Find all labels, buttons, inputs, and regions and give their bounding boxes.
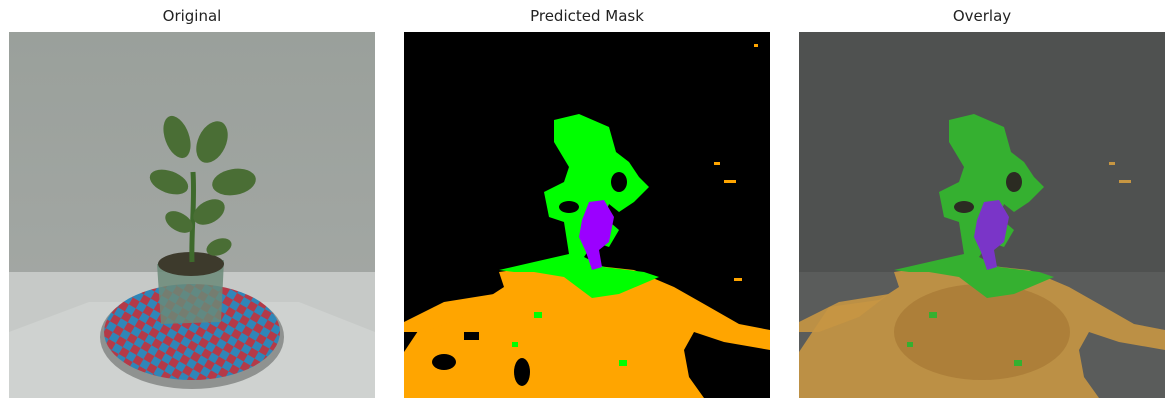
panel-original: Original — [9, 0, 375, 407]
original-image — [9, 32, 375, 398]
panel-title-original: Original — [162, 7, 222, 25]
panel-title-predicted-mask: Predicted Mask — [530, 7, 644, 25]
panel-overlay: Overlay — [799, 0, 1165, 407]
panel-predicted-mask: Predicted Mask — [404, 0, 770, 407]
overlay-image — [799, 32, 1165, 398]
panel-title-overlay: Overlay — [952, 7, 1012, 25]
plant-photo — [9, 32, 375, 398]
mask-overlay-photo — [799, 32, 1165, 398]
predicted-mask-image — [404, 32, 770, 398]
segmentation-mask — [404, 32, 770, 398]
